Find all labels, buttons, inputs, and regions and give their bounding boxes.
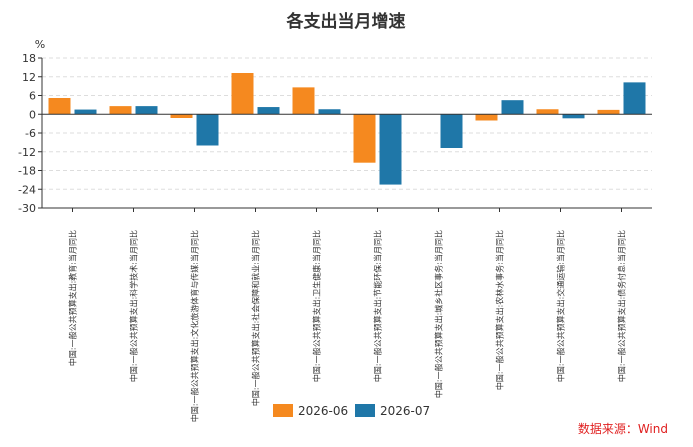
grid-lines [42,57,652,209]
bar [48,98,71,115]
category-label: 中国:一般公共预算支出:科学技术:当月同比 [129,230,139,382]
legend-swatch [273,404,293,417]
category-label: 中国:一般公共预算支出:城乡社区事务:当月同比 [434,230,444,398]
category-label: 中国:一般公共预算支出:社会保障和就业:当月同比 [251,230,261,406]
bar [353,114,376,163]
y-tick-label: -30 [18,202,36,215]
category-label: 中国:一般公共预算支出:教育:当月同比 [68,230,78,366]
bar [501,100,524,115]
bar [318,109,341,115]
y-tick-label: 0 [29,108,36,121]
category-label: 中国:一般公共预算支出:交通运输:当月同比 [556,230,566,382]
bar [440,114,463,148]
bar [536,109,559,115]
y-tick-label: -6 [25,127,36,140]
bar [109,106,132,115]
bar [257,107,280,115]
y-tick-label: 12 [22,71,36,84]
data-source: 数据来源：Wind [578,421,668,436]
y-tick-labels: 18 12 6 0 -6 -12 -18 -24 -30 [18,52,36,215]
bar [170,114,193,118]
y-tick-label: 6 [29,90,36,103]
legend-swatch [355,404,375,417]
chart-title: 各支出当月增速 [286,11,406,32]
category-label: 中国:一般公共预算支出:卫生健康:当月同比 [312,230,322,382]
category-label: 中国:一般公共预算支出:节能环保:当月同比 [373,230,383,382]
y-tick-label: -18 [18,165,36,178]
bar [74,109,97,115]
bar [231,73,254,115]
bar [379,114,402,185]
legend: 2026-06 2026-07 [273,404,430,418]
bar [623,82,646,115]
bar [135,106,158,115]
bar [562,114,585,119]
bar [196,114,219,146]
category-label: 中国:一般公共预算支出:债务付息:当月同比 [617,230,627,382]
y-tick-label: -12 [18,146,36,159]
bar [597,109,620,115]
category-label: 中国:一般公共预算支出:农林水事务:当月同比 [495,230,505,390]
category-label: 中国:一般公共预算支出:文化旅游体育与传媒:当月同比 [190,230,200,422]
category-labels: 中国:一般公共预算支出:教育:当月同比 中国:一般公共预算支出:科学技术:当月同比… [68,230,627,422]
legend-label: 2026-06 [298,404,348,418]
y-tick-label: 18 [22,52,36,65]
bar [292,87,315,115]
y-axis-unit: % [35,38,45,51]
bars [48,73,646,185]
legend-label: 2026-07 [380,404,430,418]
y-tick-label: -24 [18,183,36,196]
axes [38,57,652,212]
bar [475,114,498,121]
